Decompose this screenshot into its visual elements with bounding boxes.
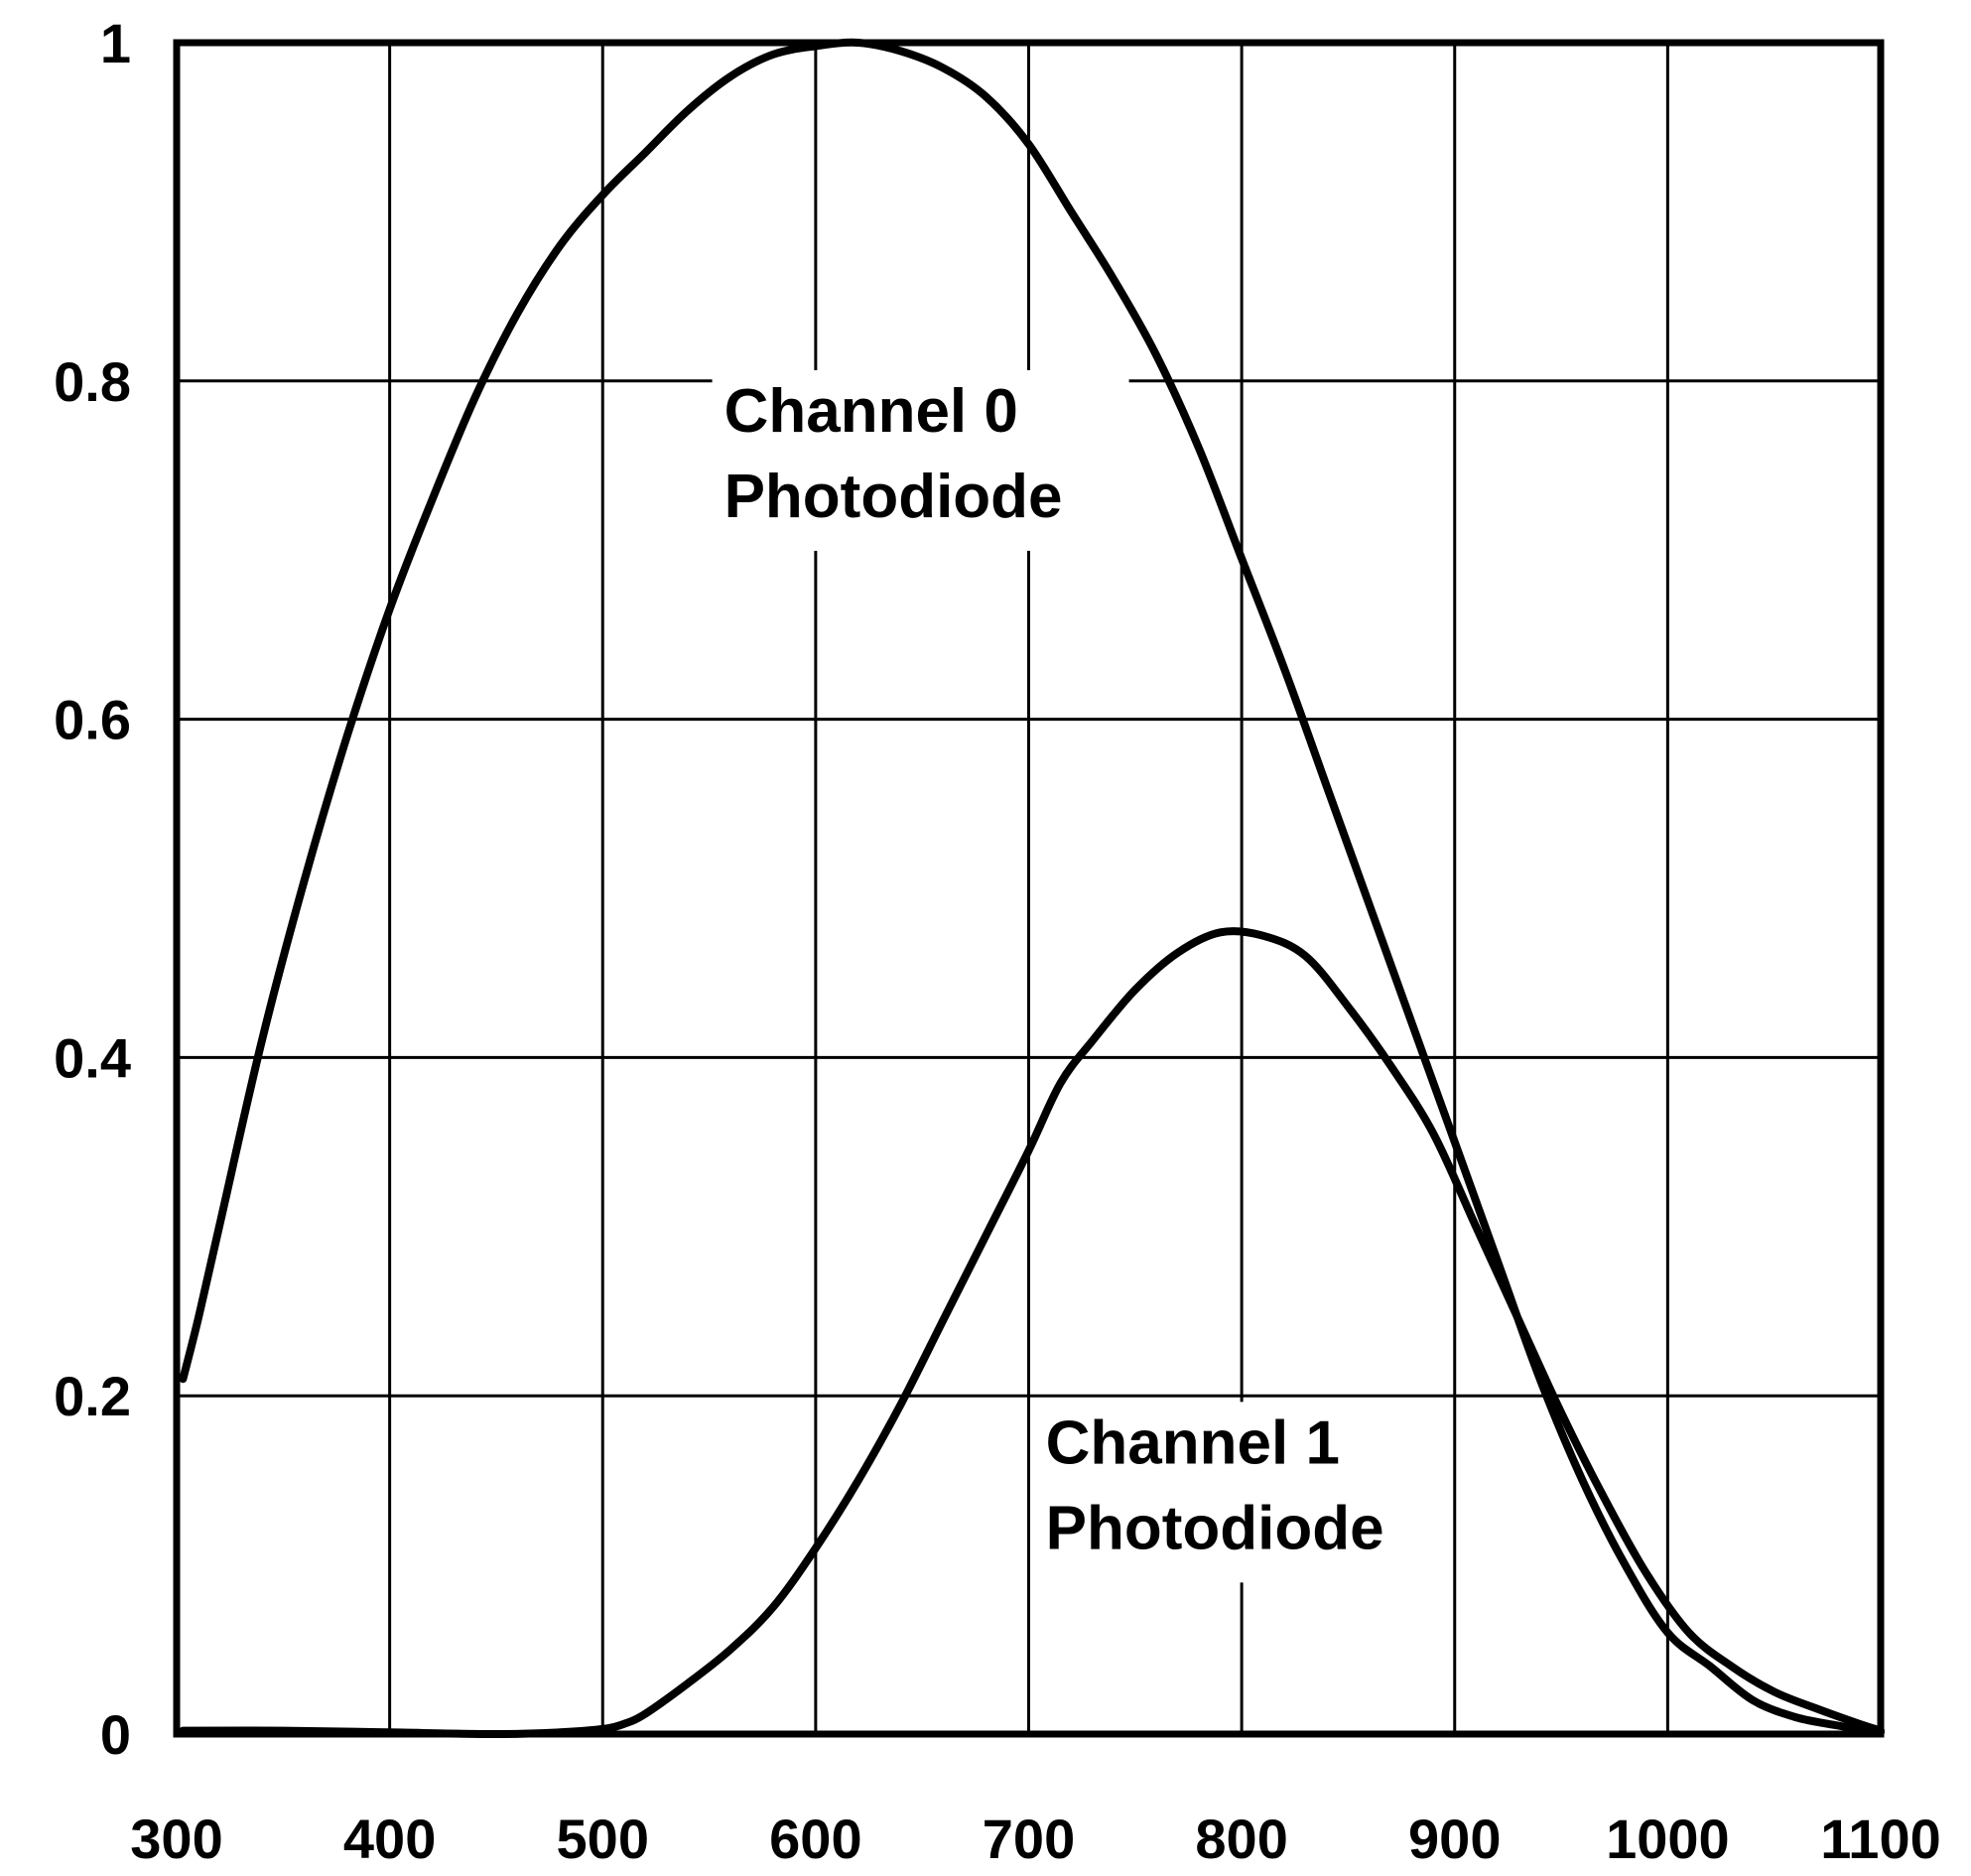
series-line-channel-1 — [179, 927, 1885, 1738]
x-tick-label: 800 — [1195, 1808, 1287, 1870]
x-tick-label: 500 — [557, 1808, 649, 1870]
y-tick-label: 0.6 — [54, 689, 131, 751]
series-label-channel-1: Channel 1 Photodiode — [1046, 1408, 1384, 1562]
y-tick-label: 0 — [100, 1703, 131, 1766]
x-tick-labels: 300 400 500 600 700 800 900 1000 1100 — [130, 1808, 1940, 1870]
y-tick-label: 0.8 — [54, 350, 131, 413]
y-tick-label: 0.4 — [54, 1026, 131, 1089]
y-tick-label: 1 — [100, 12, 131, 74]
series-label-line: Channel 1 — [1046, 1408, 1340, 1477]
series-label-backgrounds — [712, 369, 1451, 1583]
series-label-background — [712, 369, 1129, 551]
x-tick-label: 1100 — [1820, 1808, 1941, 1870]
series-label-line: Channel 0 — [724, 377, 1018, 446]
series-label-channel-0: Channel 0 Photodiode — [724, 377, 1063, 531]
series-line-channel-0 — [179, 38, 1885, 1737]
series-label-background — [1033, 1402, 1451, 1583]
x-tick-label: 1000 — [1606, 1808, 1730, 1870]
series-lines — [179, 38, 1885, 1738]
y-tick-labels: 0 0.2 0.4 0.6 0.8 1 — [54, 12, 131, 1766]
x-tick-label: 400 — [343, 1808, 436, 1870]
x-tick-label: 300 — [130, 1808, 222, 1870]
x-tick-label: 900 — [1408, 1808, 1501, 1870]
series-label-line: Photodiode — [1046, 1494, 1384, 1562]
plot-frame — [173, 39, 1885, 1738]
x-tick-label: 600 — [769, 1808, 861, 1870]
x-tick-label: 700 — [983, 1808, 1075, 1870]
series-labels: Channel 0 Photodiode Channel 1 Photodiode — [724, 377, 1384, 1562]
series-label-line: Photodiode — [724, 463, 1063, 531]
y-tick-label: 0.2 — [54, 1365, 131, 1427]
grid — [175, 41, 1883, 1736]
